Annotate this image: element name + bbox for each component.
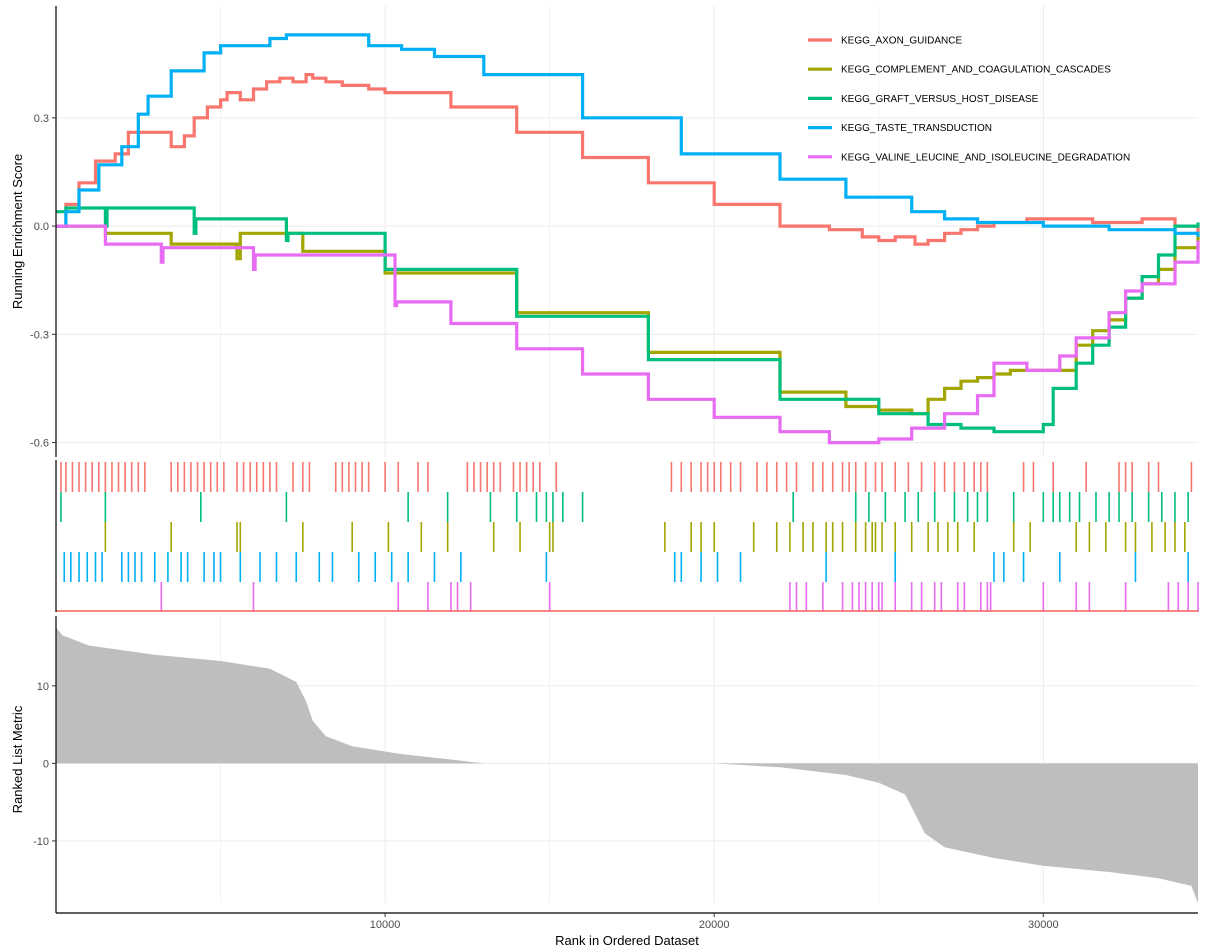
gene-hit-rows <box>56 462 1199 612</box>
enrichment-score-panel: 0.30.0-0.3-0.6 Running Enrichment Score … <box>10 6 1200 457</box>
ranked-y-tick-label: 0 <box>43 758 49 770</box>
enrichment-y-tick-label: 0.0 <box>34 221 49 233</box>
enrichment-y-tick-label: 0.3 <box>34 113 49 125</box>
legend-label: KEGG_GRAFT_VERSUS_HOST_DISEASE <box>841 94 1039 105</box>
series-line <box>56 73 1200 246</box>
enrichment-y-tick-label: -0.3 <box>30 329 49 341</box>
legend-label: KEGG_TASTE_TRANSDUCTION <box>841 123 992 134</box>
enrichment-grid <box>56 6 1198 457</box>
enrichment-y-tick-label: -0.6 <box>30 438 49 450</box>
ranked-y-axis-title: Ranked List Metric <box>10 705 25 813</box>
x-axis-ticks: 10000 20000 30000 <box>370 913 1059 931</box>
x-tick-label: 20000 <box>699 919 730 931</box>
x-axis-title: Rank in Ordered Dataset <box>555 933 699 948</box>
gene-hit-panel <box>55 460 1199 612</box>
enrichment-y-axis-title: Running Enrichment Score <box>10 154 25 309</box>
legend-label: KEGG_VALINE_LEUCINE_AND_ISOLEUCINE_DEGRA… <box>841 152 1130 163</box>
enrichment-lines <box>56 33 1200 445</box>
legend-label: KEGG_COMPLEMENT_AND_COAGULATION_CASCADES <box>841 65 1111 76</box>
ranked-y-tick-label: -10 <box>33 836 49 848</box>
ranked-list-panel: 10 0 -10 10000 20000 30000 Ranked List Metri… <box>10 616 1198 948</box>
enrichment-y-ticks: 0.3 0.0 -0.3 -0.6 <box>30 113 56 450</box>
x-tick-label: 30000 <box>1028 919 1059 931</box>
ranked-y-tick-label: 10 <box>37 681 49 693</box>
legend-label: KEGG_AXON_GUIDANCE <box>841 36 962 47</box>
ranked-y-ticks: 10 0 -10 <box>33 681 56 848</box>
series-line <box>56 33 1200 237</box>
legend: KEGG_AXON_GUIDANCE KEGG_COMPLEMENT_AND_CO… <box>808 36 1130 163</box>
ranked-metric-area <box>56 627 1198 903</box>
series-line <box>56 224 1200 445</box>
x-tick-label: 10000 <box>370 919 401 931</box>
